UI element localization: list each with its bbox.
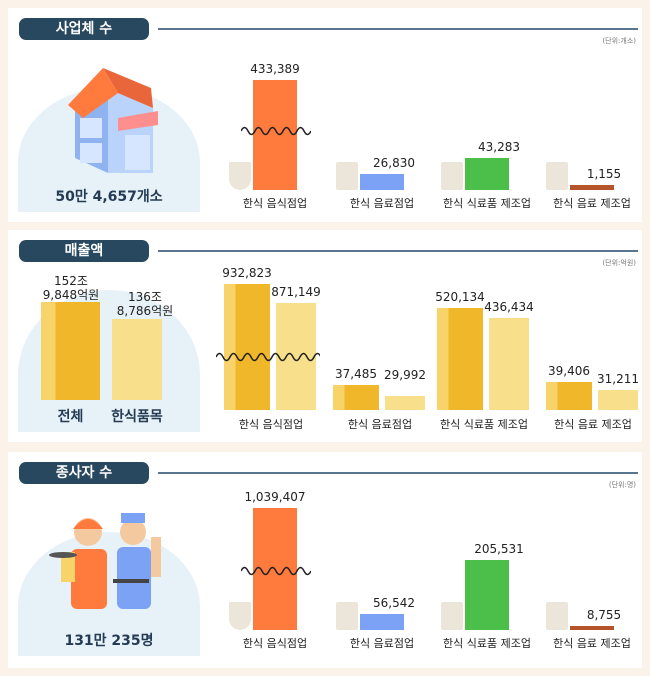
- section-title: 매출액: [19, 240, 149, 262]
- total-employees: 131만 235명: [64, 633, 154, 649]
- value-label-total: 520,134: [435, 290, 485, 304]
- value-label-korean: 436,434: [484, 300, 534, 314]
- divider: [158, 250, 638, 252]
- cooks-illustration-icon: [49, 513, 161, 609]
- unit-label: (단위:명): [608, 481, 636, 489]
- bar-korean: [489, 318, 529, 410]
- divider: [158, 472, 638, 474]
- summary-korean-value-2: 8,786억원: [116, 304, 174, 318]
- summary-korean-bar: [112, 319, 162, 400]
- panel-establishments: 사업체 수 (단위:개소) 50만 4,657개소 433,389 한식 음식점업…: [8, 8, 642, 222]
- value-label: 8,755: [586, 608, 622, 622]
- grinder-machine-icon: [441, 602, 463, 630]
- bar-total: [546, 382, 592, 410]
- category-label: 한식 음료 제조업: [553, 637, 631, 650]
- bar-korean: [598, 390, 638, 410]
- bar-1: [360, 174, 404, 190]
- beverage-can-icon: [546, 162, 568, 190]
- category-label: 한식 식료품 제조업: [443, 637, 531, 650]
- category-label: 한식 음료 제조업: [554, 418, 632, 431]
- value-label: 26,830: [373, 156, 415, 170]
- summary-korean-value-1: 136조: [128, 290, 162, 304]
- category-label: 한식 음료점업: [349, 637, 415, 650]
- value-label-korean: 29,992: [384, 368, 426, 382]
- value-label: 56,542: [373, 596, 415, 610]
- axis-break-wave: [241, 126, 311, 136]
- value-label-korean: 871,149: [271, 285, 321, 299]
- category-label: 한식 음식점업: [238, 418, 304, 431]
- summary-total-value-2: 9,848억원: [42, 288, 100, 302]
- total-establishments: 50만 4,657개소: [55, 189, 163, 205]
- bar-korean: [385, 396, 425, 410]
- axis-break-wave: [216, 352, 320, 362]
- bar-2: [465, 560, 509, 630]
- value-label-total: 37,485: [335, 367, 377, 382]
- bowl-icon: [229, 162, 251, 190]
- value-label-total: 39,406: [548, 364, 590, 378]
- panel-employees: 종사자 수 (단위:명) 131만 235명 1,039,407 한식 음식점업 5…: [8, 452, 642, 668]
- bar-3: [570, 626, 614, 630]
- category-label: 한식 식료품 제조업: [440, 418, 528, 431]
- building-icon: [68, 68, 158, 173]
- panel-sales: 매출액 (단위:억원) 152조 9,848억원 136조 8,786억원 전체…: [8, 230, 642, 442]
- bar-total: [437, 308, 483, 410]
- value-label: 43,283: [478, 140, 520, 154]
- category-label: 한식 음식점업: [242, 637, 308, 650]
- section-title: 사업체 수: [19, 18, 149, 40]
- category-label: 한식 음료점업: [347, 418, 413, 431]
- category-label: 한식 음식점업: [242, 197, 308, 210]
- value-label: 433,389: [250, 62, 300, 76]
- value-label: 1,039,407: [244, 490, 306, 504]
- axis-break-wave: [241, 566, 311, 576]
- value-label: 205,531: [474, 542, 524, 556]
- summary-korean-label: 한식품목: [111, 409, 163, 425]
- bar-1: [360, 614, 404, 630]
- section-title: 종사자 수: [19, 462, 149, 484]
- value-label-korean: 31,211: [597, 372, 639, 386]
- value-label: 1,155: [586, 167, 622, 181]
- value-label-total: 932,823: [222, 266, 272, 280]
- bar-3: [570, 185, 614, 190]
- grinder-machine-icon: [441, 162, 463, 190]
- unit-label: (단위:개소): [602, 37, 636, 45]
- bar-2: [465, 158, 509, 190]
- drink-cup-icon: [336, 162, 358, 190]
- bar-korean: [276, 303, 316, 410]
- bowl-icon: [229, 602, 251, 630]
- category-label: 한식 식료품 제조업: [443, 197, 531, 210]
- unit-label: (단위:억원): [602, 259, 636, 267]
- bar-0: [253, 80, 297, 190]
- beverage-can-icon: [546, 602, 568, 630]
- category-label: 한식 음료 제조업: [553, 197, 631, 210]
- bar-total: [333, 385, 379, 410]
- divider: [158, 28, 638, 30]
- summary-total-bar: [41, 302, 100, 400]
- bar-total: [224, 284, 270, 410]
- summary-total-label: 전체: [57, 409, 84, 425]
- summary-total-value-1: 152조: [54, 274, 88, 288]
- drink-cup-icon: [336, 602, 358, 630]
- background-circle: [18, 532, 200, 656]
- category-label: 한식 음료점업: [349, 197, 415, 210]
